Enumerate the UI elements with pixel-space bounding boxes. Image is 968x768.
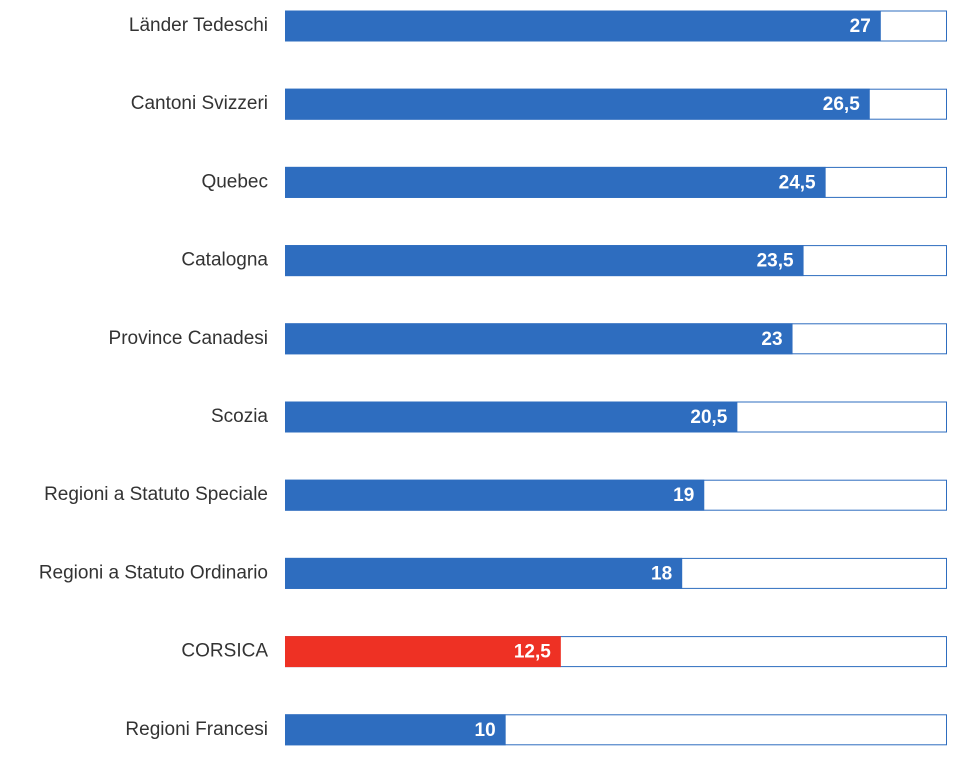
bar <box>285 401 738 433</box>
category-label: Regioni Francesi <box>125 719 268 740</box>
bar <box>285 88 870 120</box>
category-label: CORSICA <box>181 641 268 662</box>
category-label: Scozia <box>211 406 268 427</box>
bar-highlight <box>285 636 561 668</box>
value-label: 27 <box>850 16 871 37</box>
value-label: 23,5 <box>757 251 794 272</box>
bar <box>285 10 881 42</box>
category-label: Quebec <box>201 171 268 192</box>
bar <box>285 323 793 355</box>
value-label: 23 <box>761 329 782 350</box>
category-label: Cantoni Svizzeri <box>131 93 268 114</box>
category-label: Regioni a Statuto Ordinario <box>39 562 268 583</box>
category-label: Regioni a Statuto Speciale <box>44 484 268 505</box>
value-label: 20,5 <box>690 407 727 428</box>
bar <box>285 479 705 511</box>
category-label: Catalogna <box>181 250 268 271</box>
value-label: 24,5 <box>779 172 816 193</box>
value-label: 18 <box>651 563 672 584</box>
value-label: 12,5 <box>514 642 551 663</box>
bar <box>285 714 506 746</box>
category-label: Province Canadesi <box>109 328 268 349</box>
value-label: 26,5 <box>823 94 860 115</box>
category-label: Länder Tedeschi <box>129 15 268 36</box>
bar <box>285 245 804 277</box>
bar <box>285 557 683 589</box>
value-label: 19 <box>673 485 694 506</box>
bar <box>285 166 826 198</box>
value-label: 10 <box>475 720 496 741</box>
